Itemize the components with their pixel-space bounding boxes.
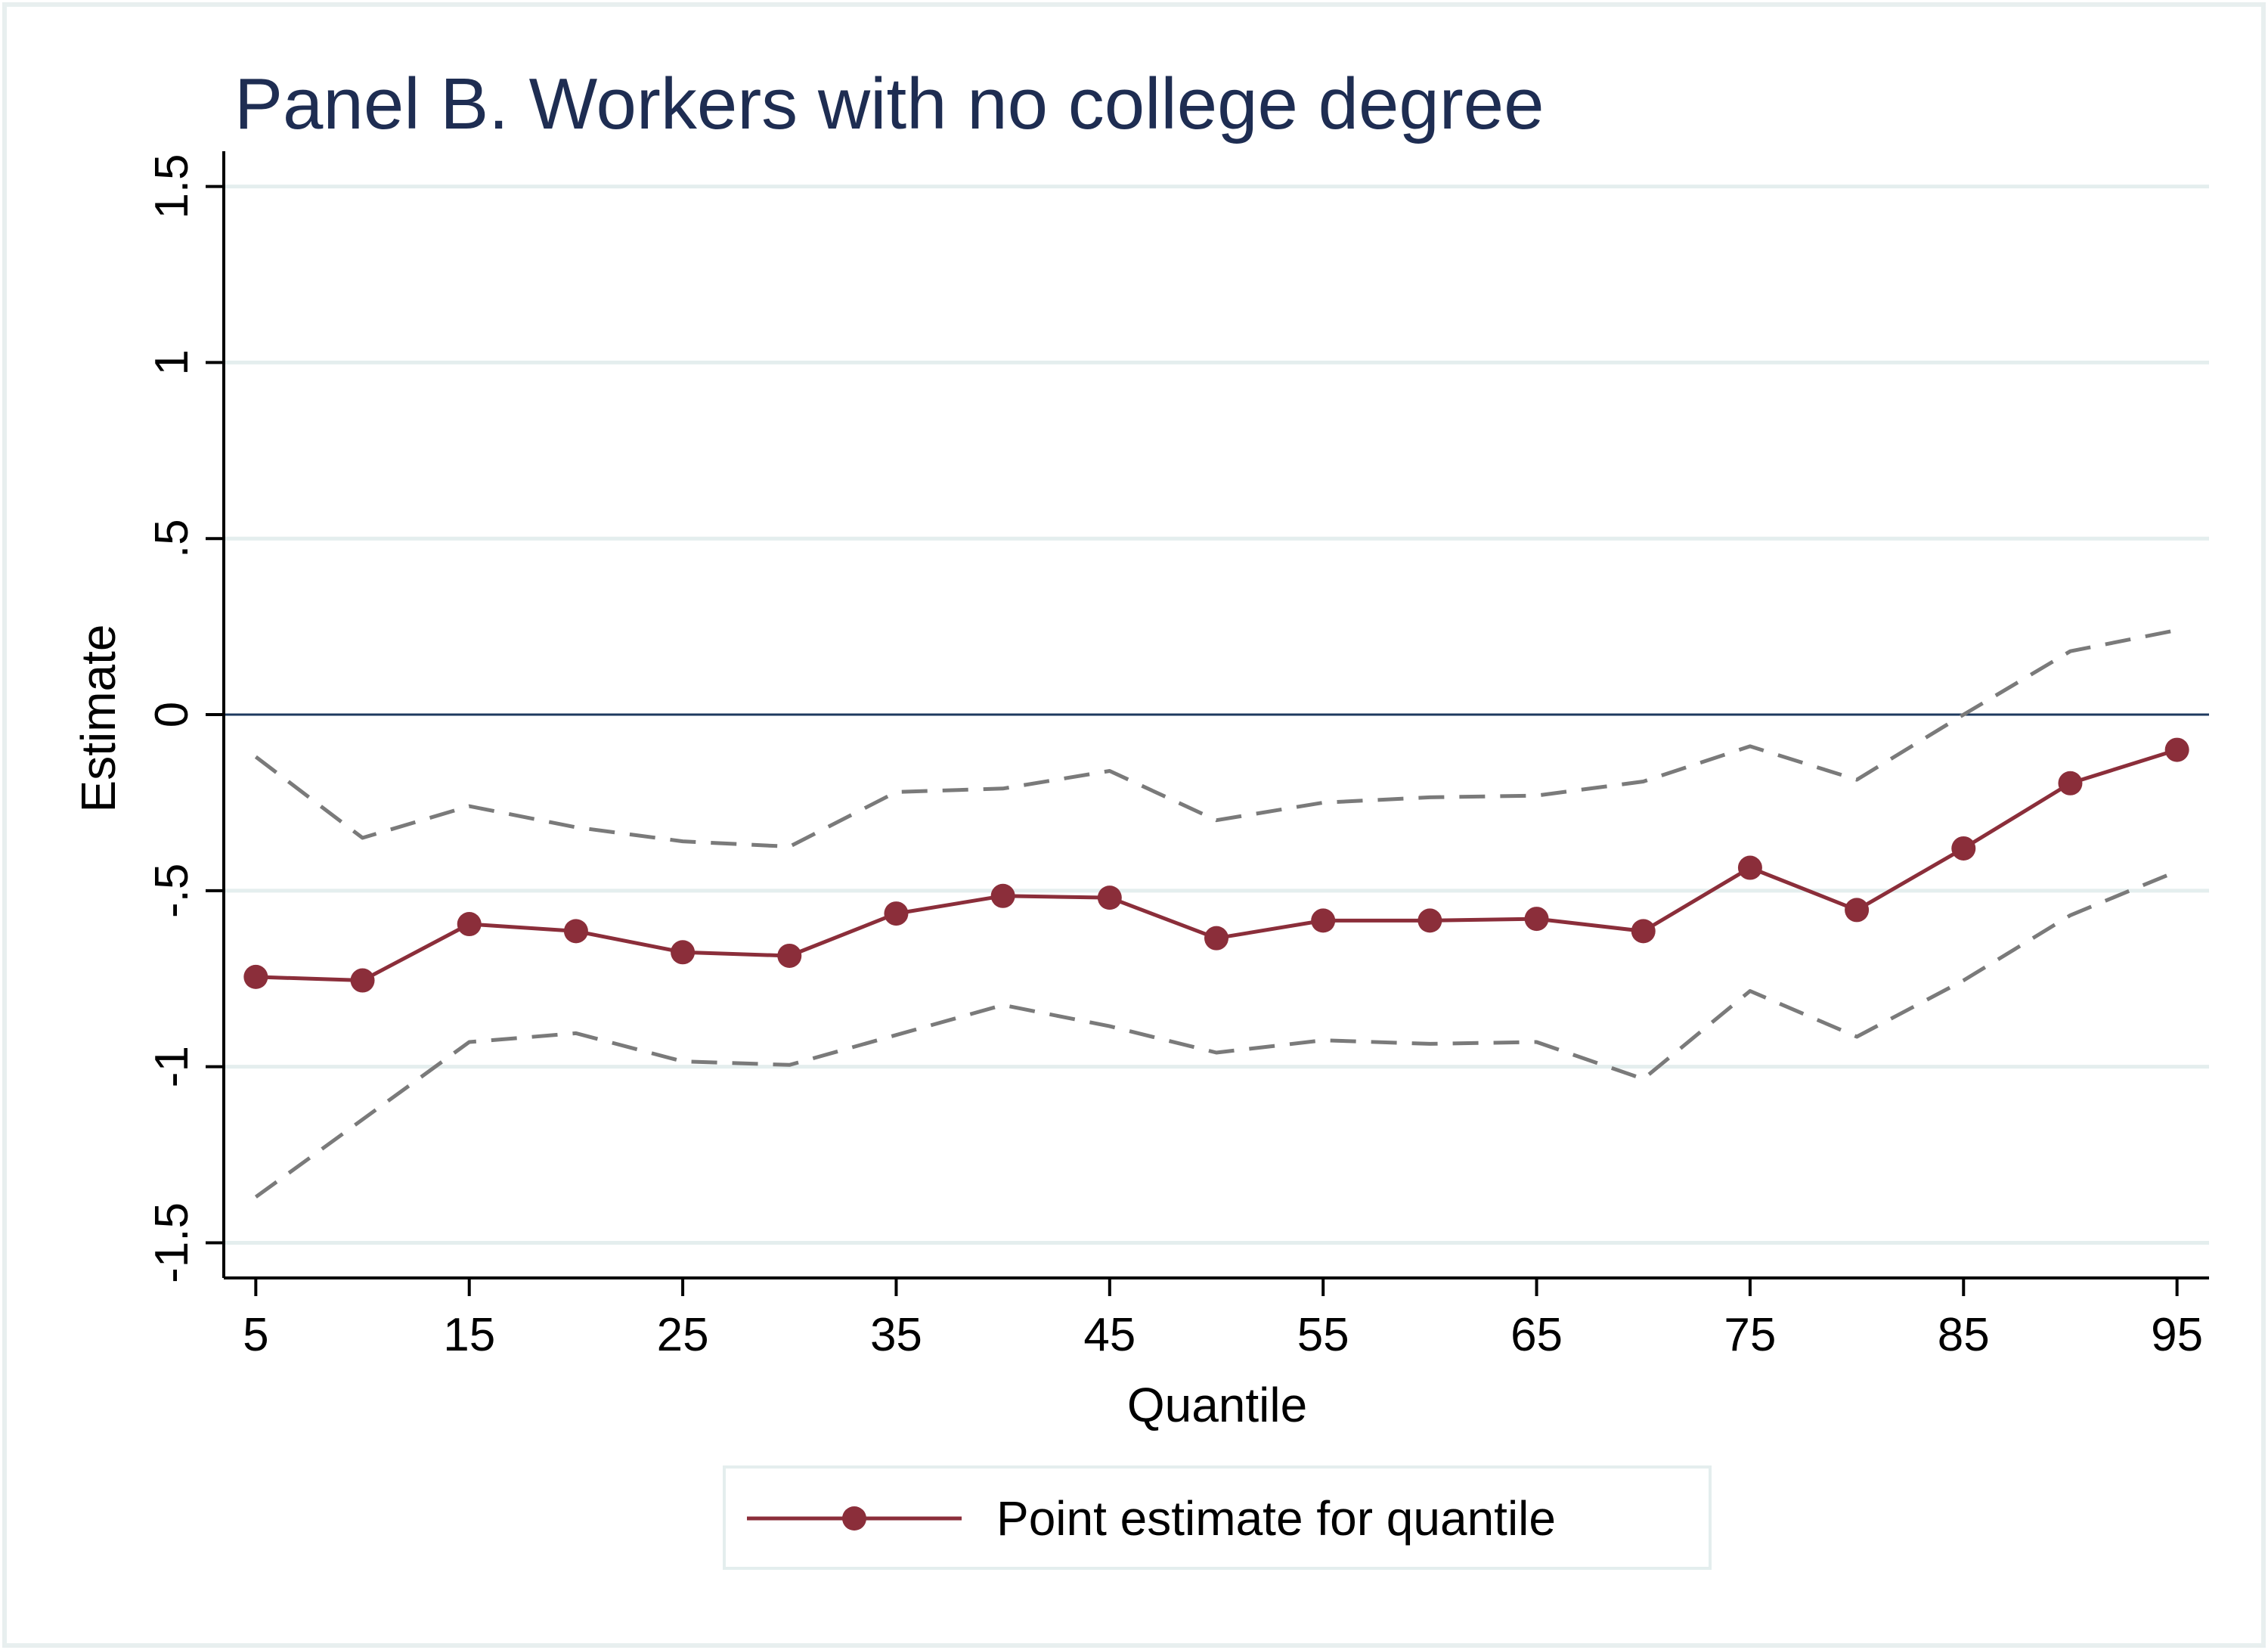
point-marker-11 [1418,908,1442,933]
point-marker-3 [563,919,588,944]
point-marker-2 [457,912,482,937]
x-tick-label-3: 35 [870,1309,922,1361]
point-marker-15 [1845,898,1870,923]
gridlines [224,185,2209,1245]
point-marker-13 [1631,919,1656,944]
legend-label-point-estimate: Point estimate for quantile [996,1491,1556,1546]
x-tick-label-4: 45 [1083,1309,1136,1361]
series-line-upper [254,628,2178,849]
point-marker-9 [1204,926,1228,951]
point-marker-6 [884,901,909,926]
x-tick-label-1: 15 [443,1309,495,1361]
series [243,628,2189,1199]
y-tick-label-4: .5 [146,519,198,558]
point-marker-7 [990,883,1015,908]
x-tick-label-5: 55 [1297,1309,1349,1361]
point-marker-18 [2164,737,2189,762]
point-marker-8 [1097,885,1122,910]
y-tick-label-2: -.5 [146,864,198,918]
x-tick-label-0: 5 [243,1309,268,1361]
point-marker-0 [243,964,268,989]
point-marker-5 [777,943,802,968]
y-tick-label-3: 0 [146,702,198,727]
legend: Point estimate for quantile [723,1465,1712,1570]
x-tick-label-7: 75 [1724,1309,1776,1361]
point-marker-4 [671,940,696,965]
point-marker-16 [1951,836,1976,861]
chart-title: Panel B. Workers with no college degree [234,64,1545,144]
legend-marker-swatch [842,1506,866,1531]
y-tick-label-6: 1.5 [146,154,198,219]
y-tick-label-5: 1 [146,349,198,375]
x-tick-label-9: 95 [2151,1309,2203,1361]
point-marker-1 [350,968,375,993]
point-marker-12 [1524,907,1549,932]
y-tick-label-1: -1 [146,1046,198,1087]
x-tick-label-8: 85 [1938,1309,1990,1361]
series-line-lower [254,869,2178,1199]
point-marker-10 [1311,908,1336,933]
y-tick-label-0: -1.5 [146,1202,198,1283]
x-axis-title: Quantile [1127,1378,1307,1432]
x-tick-label-6: 65 [1510,1309,1563,1361]
x-tick-label-2: 25 [657,1309,709,1361]
axes: -1.5 -1 -.5 0 .5 1 1.5 5 15 25 35 45 55 65 75 85 95 [146,151,2209,1361]
point-marker-17 [2058,771,2083,796]
y-axis-title: Estimate [71,625,125,813]
point-marker-14 [1737,855,1762,880]
